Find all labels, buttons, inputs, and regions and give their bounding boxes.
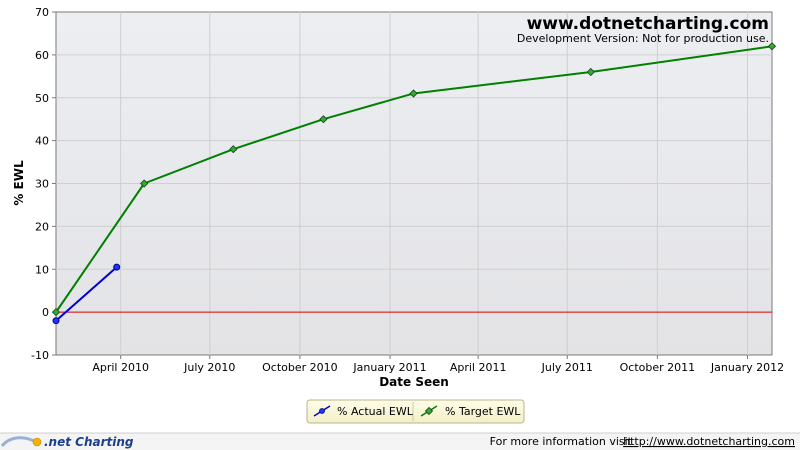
data-point-target bbox=[586, 67, 595, 77]
y-tick-labels: -10 0 10 20 30 40 50 60 70 bbox=[31, 6, 49, 362]
legend-item-target: % Target EWL bbox=[420, 405, 521, 418]
y-tick-label: 60 bbox=[35, 49, 49, 62]
x-tick-label: October 2010 bbox=[262, 361, 338, 374]
y-tick-label: 10 bbox=[35, 263, 49, 276]
x-tick-label: July 2011 bbox=[541, 361, 593, 374]
y-axis-title: % EWL bbox=[12, 160, 26, 206]
x-tick-label: January 2012 bbox=[710, 361, 784, 374]
x-tick-label: April 2010 bbox=[92, 361, 149, 374]
footer-info-text: For more information visit bbox=[490, 435, 633, 448]
legend-box bbox=[306, 399, 525, 424]
data-point-target bbox=[767, 42, 777, 51]
data-point-target bbox=[319, 115, 328, 124]
x-tick-label: October 2011 bbox=[620, 361, 696, 374]
y-tick-label: 0 bbox=[42, 306, 49, 319]
data-point-target bbox=[229, 145, 238, 154]
legend-actual-marker-icon bbox=[319, 408, 325, 414]
legend-target-label: % Target EWL bbox=[445, 405, 521, 418]
y-tick-label: 30 bbox=[35, 178, 49, 191]
data-point-actual bbox=[113, 263, 121, 271]
series-lines bbox=[51, 42, 777, 325]
data-point-target bbox=[140, 179, 149, 188]
x-tick-label: April 2011 bbox=[450, 361, 507, 374]
y-tick-label: 50 bbox=[35, 92, 49, 105]
y-tick-label: 20 bbox=[35, 220, 49, 233]
watermark-subtitle: Development Version: Not for production … bbox=[517, 32, 769, 45]
x-axis-title: Date Seen bbox=[379, 375, 449, 389]
footer-link[interactable]: http://www.dotnetcharting.com bbox=[623, 435, 795, 448]
y-tick-label: 40 bbox=[35, 135, 49, 148]
legend-actual-label: % Actual EWL bbox=[337, 405, 414, 418]
brand-logo: .net Charting bbox=[0, 435, 134, 449]
data-point-target bbox=[51, 308, 61, 317]
brand-label: .net Charting bbox=[44, 435, 134, 449]
logo-dot-icon bbox=[32, 437, 42, 447]
x-tick-label: January 2011 bbox=[352, 361, 426, 374]
y-tick-label: 70 bbox=[35, 6, 49, 19]
data-point-target bbox=[409, 89, 418, 98]
legend: % Actual EWL % Target EWL bbox=[306, 399, 525, 424]
data-point-actual bbox=[52, 317, 60, 325]
legend-item-actual: % Actual EWL bbox=[313, 405, 414, 418]
logo-swoosh-icon bbox=[0, 436, 35, 448]
footer-bar bbox=[0, 433, 800, 450]
y-tick-label: -10 bbox=[31, 349, 49, 362]
legend-target-marker-icon bbox=[424, 406, 434, 416]
watermark-title: www.dotnetcharting.com bbox=[527, 14, 769, 34]
x-tick-label: July 2010 bbox=[183, 361, 235, 374]
x-tick-labels: April 2010 July 2010 October 2010 January 2… bbox=[92, 361, 784, 374]
series-line-actual bbox=[55, 266, 118, 322]
